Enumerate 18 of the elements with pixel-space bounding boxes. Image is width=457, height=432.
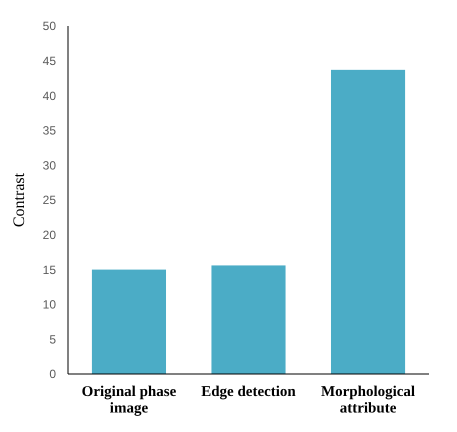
bar [92, 270, 166, 374]
y-tick-label: 5 [49, 332, 56, 346]
y-tick-label: 25 [42, 193, 56, 208]
y-tick-label: 30 [42, 158, 56, 172]
y-tick-label: 10 [42, 298, 56, 312]
y-tick-label: 0 [49, 367, 56, 382]
x-tick-label: Original phase image [82, 384, 177, 416]
y-tick-label: 20 [42, 228, 56, 242]
y-tick-label: 40 [42, 88, 56, 103]
bar [211, 265, 286, 374]
y-tick-label: 35 [42, 124, 56, 138]
bar [330, 70, 406, 374]
y-axis-title: Contrast [11, 172, 28, 228]
y-tick-label: 15 [42, 262, 56, 277]
y-tick-label: 50 [42, 19, 56, 34]
x-tick-label: Edge detection [201, 384, 296, 400]
y-tick-label: 45 [42, 54, 56, 68]
x-tick-label: Morphological attribute [320, 384, 416, 416]
